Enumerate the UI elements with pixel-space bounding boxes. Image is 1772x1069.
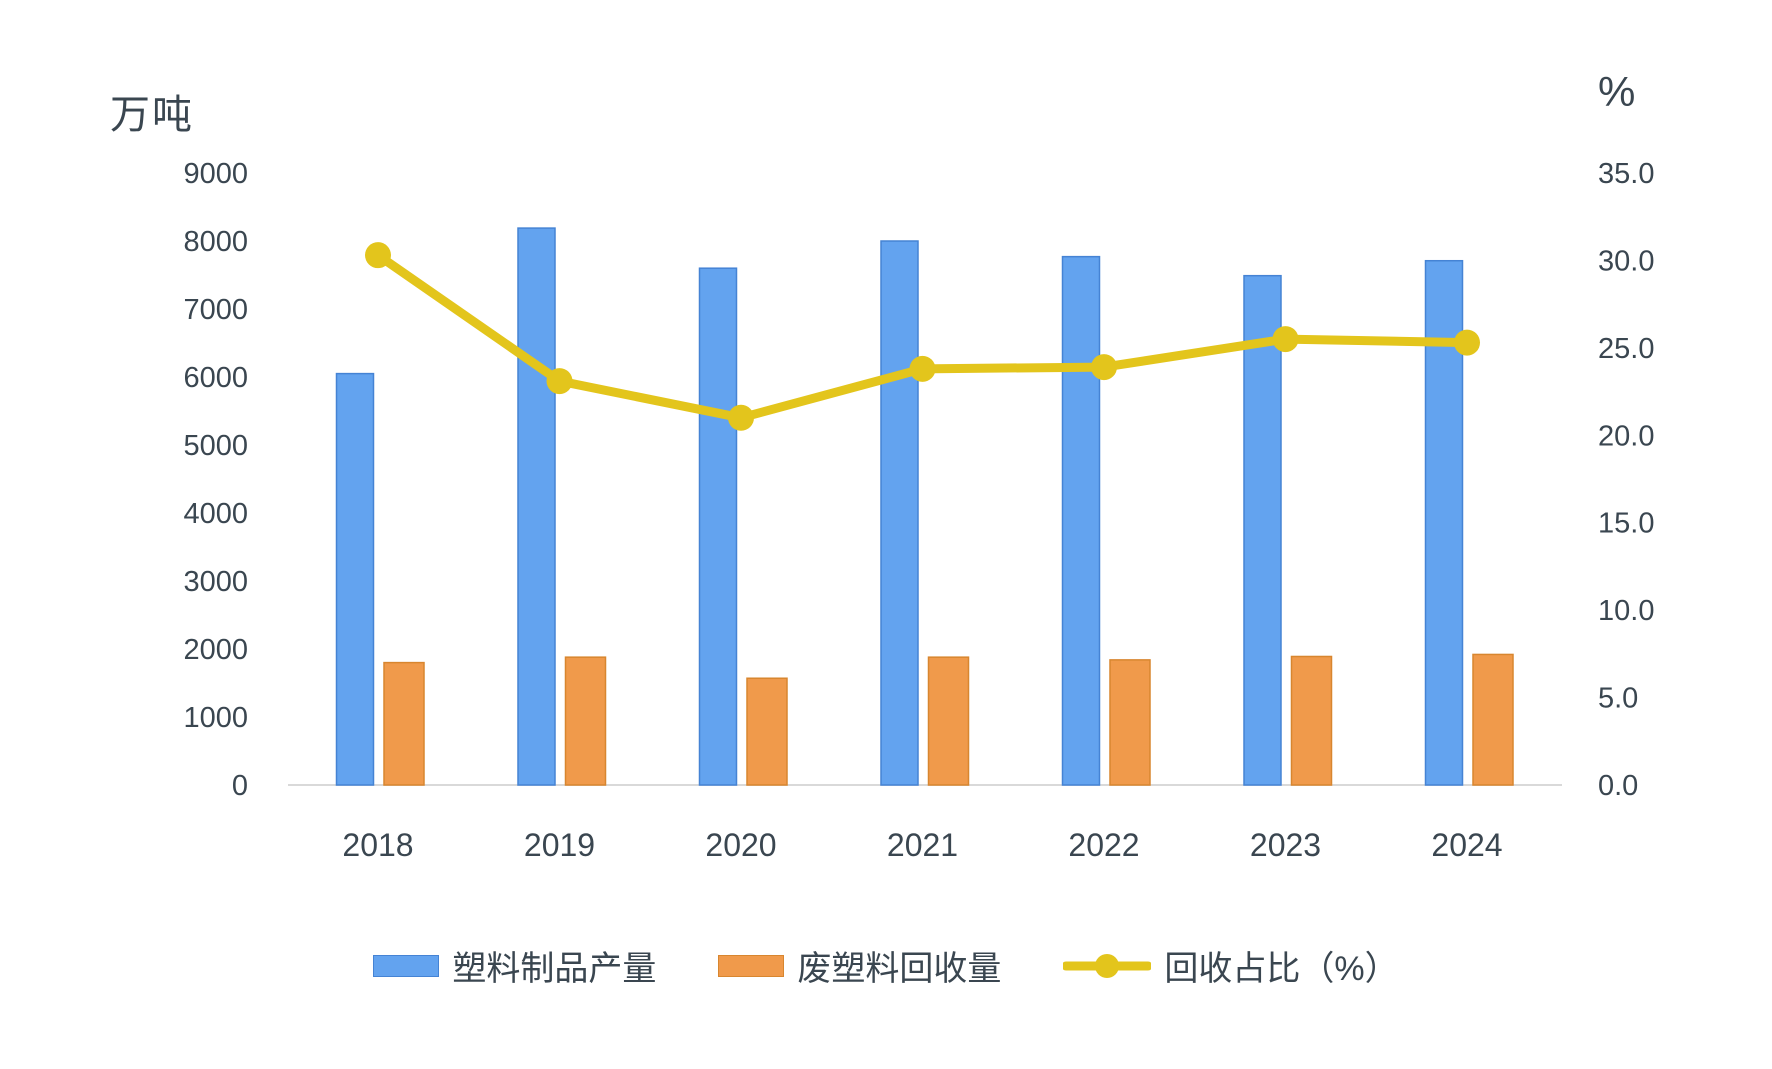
x-axis-label-2024: 2024 (1431, 827, 1502, 863)
ratio-point-2020 (728, 404, 754, 431)
legend: 塑料制品产量 废塑料回收量 回收占比（%） (0, 941, 1772, 990)
ratio-point-2021 (909, 355, 936, 382)
left-axis-tick: 6000 (183, 362, 248, 394)
right-axis-title: % (1598, 68, 1638, 115)
right-axis-tick: 15.0 (1598, 508, 1654, 540)
x-axis-label-2022: 2022 (1068, 827, 1139, 863)
recycling-bar-2021 (927, 656, 970, 786)
recycling-bar-2022 (1109, 659, 1151, 786)
recycling-bar-2020 (746, 677, 788, 786)
production-bar-swatch (373, 954, 440, 977)
recycling-bar-2019 (564, 656, 607, 786)
recycling-bar-2018 (383, 661, 425, 786)
legend-item-ratio: 回收占比（%） (1063, 941, 1399, 990)
right-axis-tick: 10.0 (1598, 595, 1654, 627)
ratio-point-2023 (1272, 326, 1299, 353)
x-axis-label-2021: 2021 (887, 827, 958, 863)
ratio-line-swatch (1063, 953, 1152, 978)
left-axis-tick: 9000 (183, 158, 248, 190)
right-axis-tick: 5.0 (1598, 683, 1638, 715)
right-axis-tick: 20.0 (1598, 420, 1654, 452)
left-axis-title: 万吨 (110, 93, 194, 137)
left-axis-tick: 5000 (183, 430, 248, 462)
left-axis-tick: 1000 (183, 702, 248, 734)
left-axis-tick: 7000 (183, 294, 248, 326)
left-axis-tick: 2000 (183, 634, 248, 666)
right-axis-tick: 0.0 (1598, 770, 1638, 802)
legend-label-production: 塑料制品产量 (452, 950, 657, 988)
recycling-bar-swatch (718, 954, 785, 977)
ratio-point-2022 (1091, 354, 1117, 381)
right-axis-tick: 30.0 (1598, 245, 1654, 277)
left-axis-tick: 0 (232, 770, 248, 802)
ratio-point-2019 (546, 368, 573, 395)
legend-label-ratio: 回收占比（%） (1164, 950, 1399, 988)
legend-item-recycling: 废塑料回收量 (718, 941, 1001, 990)
ratio-point-2024 (1454, 329, 1480, 356)
left-axis-tick: 4000 (183, 498, 248, 530)
legend-item-production: 塑料制品产量 (373, 941, 656, 990)
x-axis-label-2020: 2020 (705, 827, 776, 863)
legend-label-recycling: 废塑料回收量 (797, 950, 1002, 988)
ratio-point-2018 (365, 242, 391, 269)
production-bar-2021 (880, 240, 919, 786)
right-axis-tick: 25.0 (1598, 333, 1654, 365)
recycling-bar-2023 (1290, 655, 1333, 786)
recycling-bar-2024 (1472, 653, 1514, 786)
production-bar-2019 (517, 227, 556, 786)
x-axis-label-2019: 2019 (524, 827, 595, 863)
production-bar-2022 (1061, 255, 1101, 786)
left-axis-tick: 3000 (183, 566, 248, 598)
production-bar-2020 (698, 267, 738, 786)
x-axis-label-2018: 2018 (342, 827, 413, 863)
production-bar-2023 (1243, 274, 1282, 786)
left-axis-tick: 8000 (183, 226, 248, 258)
x-axis-label-2023: 2023 (1250, 827, 1321, 863)
right-axis-tick: 35.0 (1598, 158, 1654, 190)
production-bar-2018 (335, 372, 375, 786)
